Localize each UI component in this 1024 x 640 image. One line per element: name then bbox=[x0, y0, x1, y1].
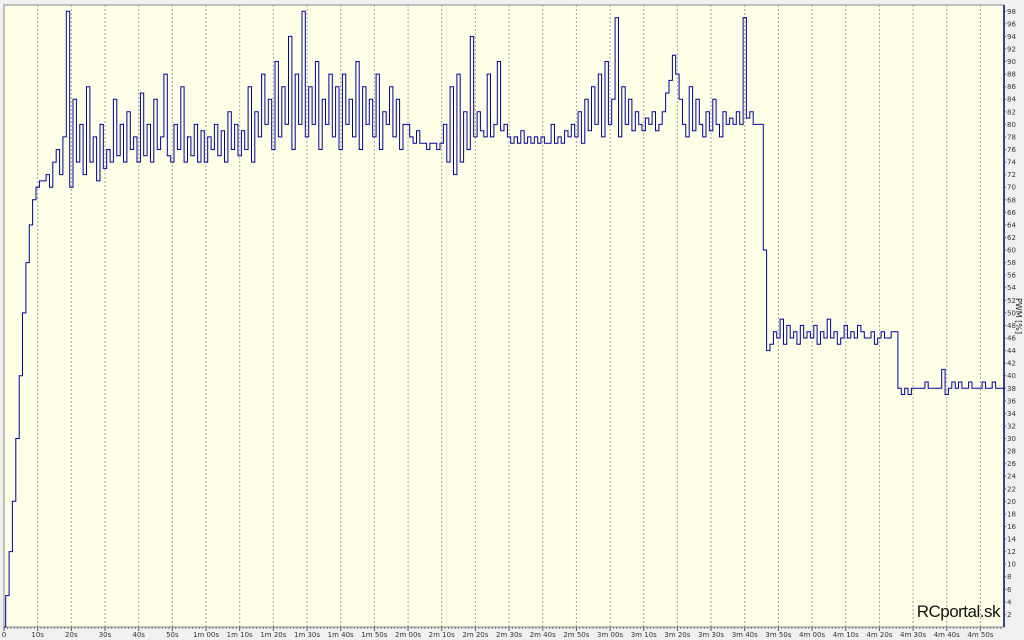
y-tick-label: 48 bbox=[1007, 322, 1016, 330]
y-tick-label: 44 bbox=[1007, 347, 1016, 355]
y-tick-label: 32 bbox=[1007, 422, 1016, 430]
y-tick-label: 52 bbox=[1007, 297, 1016, 305]
y-tick-label: 22 bbox=[1007, 485, 1016, 493]
y-tick-label: 72 bbox=[1007, 171, 1016, 179]
y-tick-label: 96 bbox=[1007, 20, 1016, 28]
x-tick-label: 3m 30s bbox=[698, 631, 724, 639]
x-tick-label: 3m 50s bbox=[765, 631, 791, 639]
x-tick-label: 3m 40s bbox=[732, 631, 758, 639]
y-tick-label: 64 bbox=[1007, 221, 1016, 229]
x-tick-label: 10s bbox=[31, 631, 44, 639]
y-tick-label: 4 bbox=[1007, 598, 1012, 606]
y-tick-label: 62 bbox=[1007, 234, 1016, 242]
y-axis: 2468101214161820222426283032343638404244… bbox=[1003, 5, 1016, 627]
y-tick-label: 26 bbox=[1007, 460, 1016, 468]
y-tick-label: 98 bbox=[1007, 8, 1016, 16]
x-tick-label: 4m 50s bbox=[967, 631, 993, 639]
x-tick-label: 1m 10s bbox=[227, 631, 253, 639]
x-tick-label: 2m 40s bbox=[530, 631, 556, 639]
x-tick-label: 20s bbox=[65, 631, 78, 639]
x-tick-label: 50s bbox=[166, 631, 179, 639]
x-tick-label: 2m 30s bbox=[496, 631, 522, 639]
x-tick-label: 2m 20s bbox=[462, 631, 488, 639]
y-tick-label: 10 bbox=[1007, 561, 1016, 569]
x-tick-label: 1m 50s bbox=[361, 631, 387, 639]
y-tick-label: 84 bbox=[1007, 96, 1016, 104]
y-tick-label: 54 bbox=[1007, 284, 1016, 292]
watermark: RCportal.sk bbox=[916, 602, 1001, 621]
x-tick-label: 1m 00s bbox=[193, 631, 219, 639]
y-tick-label: 56 bbox=[1007, 272, 1016, 280]
x-tick-label: 40s bbox=[132, 631, 145, 639]
x-tick-label: 3m 20s bbox=[664, 631, 690, 639]
y-tick-label: 34 bbox=[1007, 410, 1016, 418]
y-tick-label: 42 bbox=[1007, 360, 1016, 368]
y-tick-label: 76 bbox=[1007, 146, 1016, 154]
y-axis-label: PWM [%] bbox=[1014, 298, 1023, 334]
series-line bbox=[4, 10, 1005, 628]
x-tick-label: 4m 40s bbox=[934, 631, 960, 639]
y-tick-label: 74 bbox=[1007, 159, 1016, 167]
x-tick-label: 2m 10s bbox=[429, 631, 455, 639]
y-tick-label: 16 bbox=[1007, 523, 1016, 531]
y-tick-label: 68 bbox=[1007, 196, 1016, 204]
y-tick-label: 36 bbox=[1007, 397, 1016, 405]
y-tick-label: 30 bbox=[1007, 435, 1016, 443]
y-tick-label: 14 bbox=[1007, 536, 1016, 544]
plot-area bbox=[3, 4, 1005, 628]
y-tick-label: 18 bbox=[1007, 510, 1016, 518]
y-tick-label: 90 bbox=[1007, 58, 1016, 66]
x-tick-label: 2m 50s bbox=[563, 631, 589, 639]
x-tick-label: 1m 20s bbox=[260, 631, 286, 639]
y-tick-label: 6 bbox=[1007, 586, 1012, 594]
y-tick-label: 20 bbox=[1007, 498, 1016, 506]
x-tick-label: 3m 10s bbox=[631, 631, 657, 639]
y-tick-label: 24 bbox=[1007, 473, 1016, 481]
y-tick-label: 94 bbox=[1007, 33, 1016, 41]
y-tick-label: 78 bbox=[1007, 133, 1016, 141]
x-tick-label: 4m 00s bbox=[799, 631, 825, 639]
x-tick-label: 0 bbox=[2, 631, 6, 639]
y-tick-label: 40 bbox=[1007, 372, 1016, 380]
y-tick-label: 2 bbox=[1007, 611, 1011, 619]
y-tick-label: 28 bbox=[1007, 448, 1016, 456]
y-tick-label: 80 bbox=[1007, 121, 1016, 129]
x-tick-label: 4m 20s bbox=[866, 631, 892, 639]
x-tick-label: 1m 30s bbox=[294, 631, 320, 639]
x-tick-label: 30s bbox=[99, 631, 112, 639]
x-tick-label: 4m 30s bbox=[900, 631, 926, 639]
y-tick-label: 60 bbox=[1007, 247, 1016, 255]
x-tick-label: 2m 00s bbox=[395, 631, 421, 639]
x-tick-label: 1m 40s bbox=[328, 631, 354, 639]
y-tick-label: 38 bbox=[1007, 385, 1016, 393]
x-tick-label: 3m 00s bbox=[597, 631, 623, 639]
y-tick-label: 8 bbox=[1007, 573, 1011, 581]
y-tick-label: 12 bbox=[1007, 548, 1016, 556]
y-tick-label: 70 bbox=[1007, 184, 1016, 192]
y-tick-label: 50 bbox=[1007, 309, 1016, 317]
y-tick-label: 46 bbox=[1007, 334, 1016, 342]
y-tick-label: 86 bbox=[1007, 83, 1016, 91]
y-tick-label: 82 bbox=[1007, 108, 1016, 116]
y-tick-label: 92 bbox=[1007, 45, 1016, 53]
y-tick-label: 88 bbox=[1007, 71, 1016, 79]
y-tick-label: 66 bbox=[1007, 209, 1016, 217]
y-tick-label: 58 bbox=[1007, 259, 1016, 267]
x-axis: 0 10s 20s 30s 40s 50s 1m 00s 1m 10s 1m 20s 1m 30s… bbox=[2, 627, 1002, 639]
x-tick-label: 4m 10s bbox=[833, 631, 859, 639]
